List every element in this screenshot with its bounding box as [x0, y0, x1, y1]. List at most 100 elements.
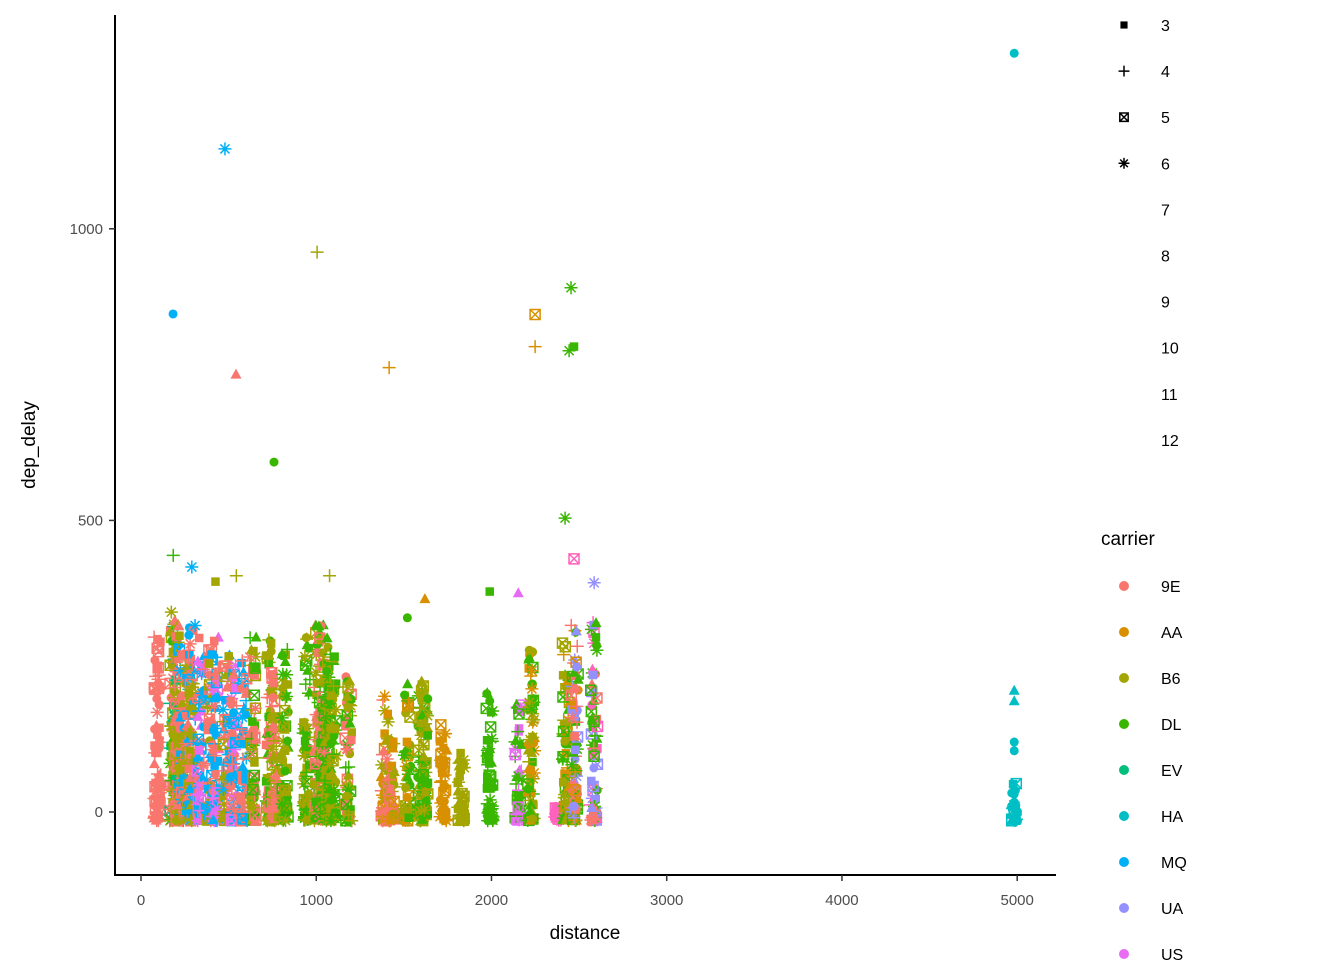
- data-point: [268, 692, 278, 702]
- legend-key-circle-icon: [1119, 811, 1129, 821]
- data-point: [227, 743, 241, 757]
- x-tick-label: 2000: [475, 892, 508, 909]
- data-point-outlier: [1009, 737, 1019, 747]
- data-point: [587, 780, 599, 793]
- data-point-outlier: [310, 245, 324, 259]
- data-point: [341, 690, 353, 701]
- data-point: [1010, 777, 1023, 790]
- data-point: [417, 803, 431, 817]
- data-point: [588, 670, 598, 680]
- shape-legend-label: 4: [1161, 64, 1170, 81]
- data-point: [325, 718, 339, 732]
- data-point: [237, 658, 246, 668]
- data-point: [344, 717, 356, 728]
- data-point: [243, 650, 257, 664]
- data-point: [148, 758, 160, 769]
- data-point-outlier: [562, 344, 576, 358]
- data-point: [324, 814, 338, 828]
- data-point: [236, 792, 245, 801]
- data-point: [403, 700, 416, 714]
- data-point: [268, 784, 282, 798]
- data-point: [439, 784, 452, 797]
- data-point: [320, 675, 330, 685]
- data-point: [241, 708, 253, 719]
- data-point: [590, 643, 604, 657]
- data-point: [588, 750, 600, 763]
- data-point: [382, 814, 396, 828]
- data-point: [485, 734, 499, 748]
- data-point: [221, 695, 230, 705]
- data-point: [524, 645, 534, 655]
- data-point-outlier: [419, 593, 431, 604]
- legend-key-square-x-icon: [1119, 112, 1129, 123]
- data-point: [484, 743, 496, 754]
- carrier-legend-label: US: [1161, 947, 1183, 960]
- data-point: [150, 655, 160, 665]
- data-point: [564, 618, 578, 632]
- data-point: [279, 814, 293, 828]
- data-point: [322, 666, 332, 676]
- data-point: [570, 699, 584, 713]
- data-point: [185, 650, 194, 660]
- data-point: [310, 779, 319, 789]
- data-point: [262, 633, 276, 647]
- data-point: [184, 764, 194, 774]
- shape-legend-label: 12: [1161, 433, 1179, 450]
- data-point: [207, 814, 219, 825]
- data-point: [341, 714, 351, 723]
- data-point: [188, 626, 198, 635]
- data-point: [323, 647, 337, 661]
- data-point-outlier: [587, 576, 601, 590]
- legend-key-circle-icon: [1119, 949, 1129, 959]
- data-point: [591, 633, 601, 642]
- x-tick-label: 3000: [650, 892, 683, 909]
- y-tick-label: 500: [78, 512, 103, 529]
- data-point: [378, 689, 392, 703]
- data-point: [590, 617, 602, 628]
- legend-key-circle-icon: [1119, 857, 1129, 867]
- data-point: [216, 703, 230, 717]
- y-tick-label: 1000: [70, 221, 103, 238]
- data-point: [155, 736, 164, 745]
- data-point: [216, 782, 230, 796]
- data-point: [312, 690, 321, 700]
- data-point-outlier: [382, 361, 396, 375]
- data-point: [558, 671, 568, 680]
- data-point: [273, 712, 282, 721]
- data-point: [526, 746, 538, 757]
- data-point: [328, 787, 342, 801]
- data-point: [403, 764, 417, 778]
- data-point: [418, 717, 430, 728]
- data-point: [195, 746, 204, 755]
- data-point: [301, 639, 313, 650]
- legend-key-circle-icon: [1119, 673, 1129, 683]
- data-point: [1009, 789, 1019, 799]
- data-point-outlier: [185, 560, 199, 574]
- data-point: [224, 772, 238, 786]
- data-point: [194, 633, 204, 643]
- data-point: [152, 662, 164, 673]
- data-point: [317, 745, 331, 759]
- data-point: [235, 796, 249, 810]
- data-point: [570, 731, 579, 741]
- data-point-outlier: [230, 368, 242, 379]
- shape-legend-label: 11: [1161, 387, 1178, 404]
- data-point-outlier: [323, 569, 337, 583]
- data-point: [305, 760, 314, 769]
- data-point: [150, 741, 159, 750]
- data-point: [275, 797, 289, 811]
- data-point: [347, 728, 356, 737]
- data-point: [382, 773, 396, 787]
- carrier-legend-label: AA: [1161, 625, 1183, 642]
- legend-key-circle-icon: [1119, 581, 1129, 591]
- data-point: [267, 712, 277, 722]
- data-point: [226, 696, 236, 706]
- data-point: [224, 652, 233, 661]
- data-point: [273, 812, 283, 822]
- data-point-outlier: [564, 281, 578, 295]
- data-point-outlier: [269, 457, 279, 467]
- data-point: [397, 748, 411, 762]
- data-point: [567, 811, 581, 825]
- y-axis-title: dep_delay: [19, 401, 40, 489]
- data-point: [588, 816, 597, 825]
